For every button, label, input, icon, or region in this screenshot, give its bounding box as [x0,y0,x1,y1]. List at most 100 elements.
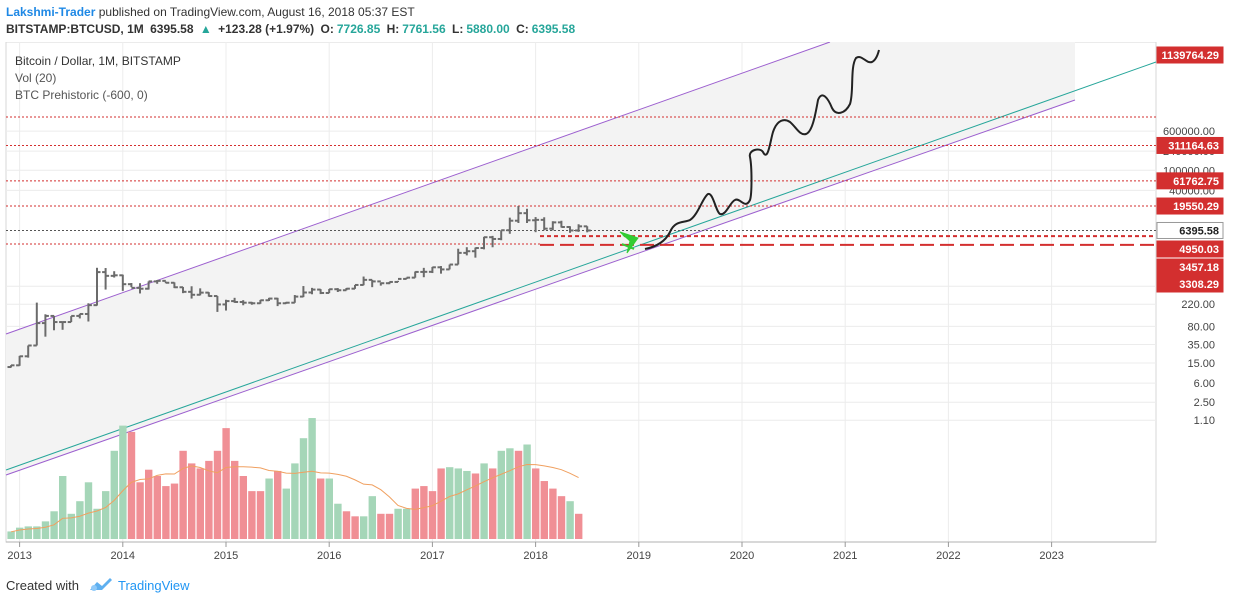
volume-bar [248,491,256,539]
ohlc-bar [231,297,239,303]
price-label-box [1156,172,1224,190]
channel-lower-line[interactable] [5,99,1076,476]
x-tick-label: 2022 [936,550,960,562]
green-arrow-icon [619,231,639,254]
price-label: 4950.03 [1179,244,1219,256]
volume-bar [360,516,368,539]
ohlc-bar [471,247,479,258]
y-tick-label: 6.00 [1194,378,1215,390]
volume-bar [16,527,24,539]
volume-bar [446,467,454,539]
y-tick-label: 1.10 [1194,415,1215,427]
x-tick-label: 2019 [627,550,651,562]
ohlc-bar [222,299,230,311]
trend-line[interactable] [5,61,1157,471]
ohlc-bar [403,276,411,280]
y-tick-label: 80.00 [1187,321,1215,333]
x-axis-labels: 2013 2014 2015 2016 2017 2018 2019 2020 2021 2022… [7,542,1064,562]
price-label: 3457.18 [1179,262,1219,274]
x-tick-label: 2014 [111,550,135,562]
ohlc-bar [523,208,531,224]
ohlc-bar [7,364,15,369]
footer: Created with TradingView [0,568,1234,603]
price-label: 311164.63 [1168,140,1219,152]
volume-bar [67,513,75,539]
last-price: 6395.58 [150,22,194,36]
ohlc-bar [394,277,402,283]
ohlc-bar [566,225,574,233]
volume-bar [179,450,187,539]
volume-bar [308,418,316,539]
ohlc-bar [213,295,221,312]
volume-bar [540,481,548,539]
ohlc-bar [179,286,187,294]
ohlc-bar [308,287,316,295]
volume-bar [489,468,497,539]
volume-bar [497,450,505,539]
price-label-box [1156,197,1224,215]
ohlc-bar [575,224,583,232]
low-value: 5880.00 [466,22,510,36]
volume-bar [532,468,540,539]
ohlc-bar [420,267,428,278]
volume-bar [222,428,230,539]
price-labels: 1139764.29 311164.63 61762.75 19550.29 6395.… [1156,46,1224,293]
ohlc-bars [7,206,591,369]
y-tick-label: 600000.00 [1163,126,1215,138]
volume-bar [7,531,15,539]
x-tick-label: 2020 [730,550,754,562]
symbol-label: BITSTAMP:BTCUSD, 1M [6,22,144,36]
ohlc-bar [33,302,41,347]
x-tick-label: 2015 [214,550,238,562]
ohlc-bar [59,321,67,330]
price-chart[interactable]: 2013 2014 2015 2016 2017 2018 2019 2020 2021 2022… [0,42,1234,568]
ohlc-bar [291,295,299,304]
tradingview-logo-icon[interactable] [88,576,114,592]
volume-bar [153,476,161,539]
volume-bar [342,511,351,539]
created-with-text: Created with [6,578,79,593]
ohlc-bar [205,291,213,298]
ohlc-bar [119,274,127,291]
volume-bar [213,450,222,539]
ohlc-bar [188,286,196,299]
ohlc-bar [428,266,436,274]
ohlc-bar [102,268,110,290]
ohlc-bar [24,344,32,358]
ohlc-bar [514,206,522,224]
ohlc-bar [377,280,385,286]
open-value: 7726.85 [336,22,381,36]
price-label: 6395.58 [1179,225,1219,237]
volume-bar [351,516,359,539]
volume-bar [463,470,471,539]
low-label: L: [452,22,464,36]
x-tick-label: 2017 [420,550,444,562]
close-label: C: [516,22,529,36]
ohlc-bar [532,217,540,233]
ohlc-bar [334,288,342,292]
legend-main: Bitcoin / Dollar, 1M, BITSTAMP [15,54,181,68]
volume-bar [102,491,110,539]
x-tick-label: 2018 [523,550,547,562]
ohlc-bar [248,301,256,305]
ohlc-bar [463,247,471,256]
volume-bar [385,513,394,539]
x-tick-label: 2013 [7,550,31,562]
ohlc-bar [282,301,290,305]
price-change: +123.28 (+1.97%) [218,22,315,36]
ohlc-bar [557,220,565,228]
ohlc-bar [360,276,368,286]
volume-bar [239,476,247,539]
ohlc-bar [196,288,204,296]
up-arrow-icon: ▲ [199,22,212,36]
tradingview-brand[interactable]: TradingView [118,578,190,593]
ohlc-bar [549,221,557,231]
author-link[interactable]: Lakshmi-Trader [6,5,96,19]
volume-bar [231,460,239,539]
price-label: 3308.29 [1179,279,1219,291]
ohlc-bar [454,248,462,266]
projection-path[interactable] [644,49,880,250]
x-tick-label: 2023 [1039,550,1063,562]
volume-bar [110,450,118,539]
channel-upper-line[interactable] [5,42,831,335]
